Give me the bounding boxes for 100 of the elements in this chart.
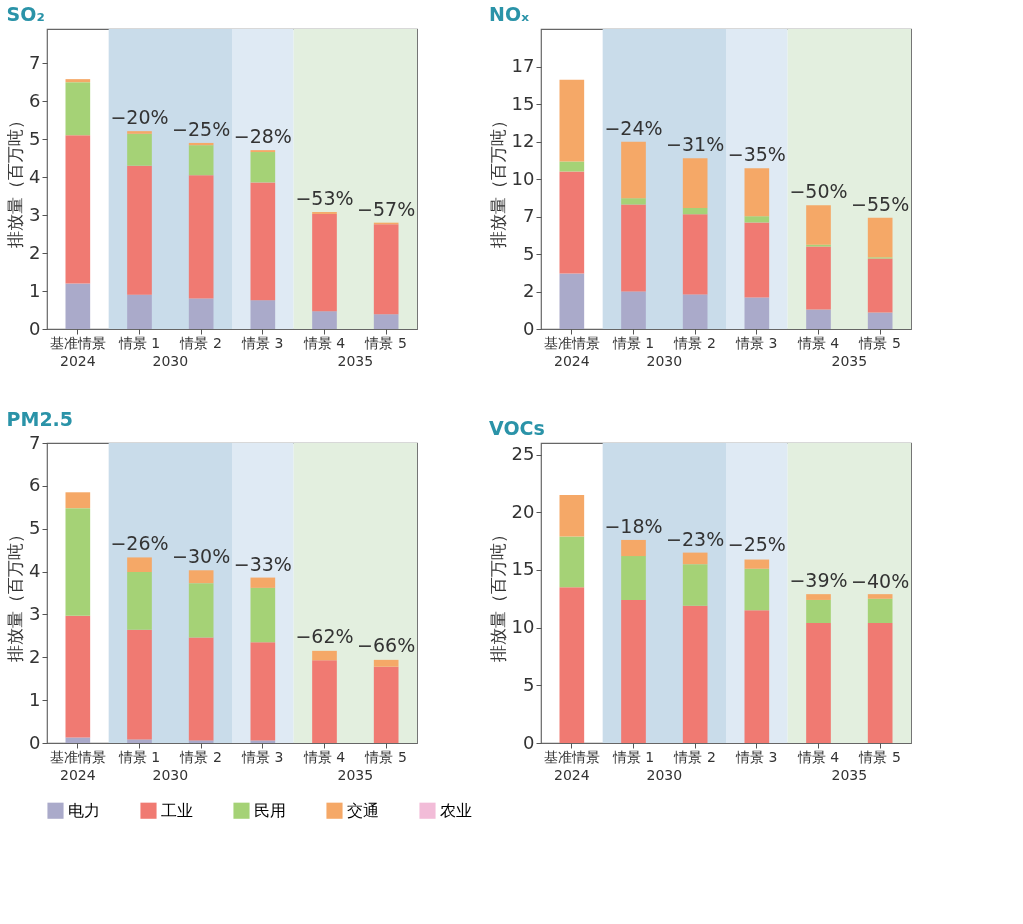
legend-label: 农业 bbox=[440, 800, 472, 820]
annotation: −50% bbox=[789, 179, 848, 202]
x-tick-label: 情景 3 bbox=[735, 334, 778, 351]
y-tick-label: 7 bbox=[523, 205, 535, 226]
bar bbox=[65, 283, 91, 329]
y-tick-label: 6 bbox=[29, 474, 41, 496]
bar bbox=[682, 605, 708, 743]
bar bbox=[127, 133, 152, 166]
annotation: −25% bbox=[727, 533, 786, 556]
text: 2030 bbox=[152, 353, 189, 369]
x-tick-label: 基准情景 bbox=[543, 748, 600, 765]
x-tick-label: 情景 1 bbox=[611, 334, 655, 351]
chart-title: SO₂ bbox=[6, 3, 45, 25]
bar bbox=[806, 599, 831, 623]
bar bbox=[559, 79, 585, 162]
bar bbox=[867, 598, 893, 623]
y-tick-label: 5 bbox=[523, 242, 535, 264]
y-axis-title: 排放量（百万吨） bbox=[487, 111, 508, 248]
bar bbox=[806, 246, 831, 310]
text: 2035 bbox=[831, 353, 868, 369]
bar bbox=[373, 659, 399, 667]
bar bbox=[312, 660, 337, 743]
bar bbox=[621, 599, 646, 743]
annotation: −24% bbox=[604, 116, 663, 139]
bar bbox=[127, 629, 152, 740]
bar bbox=[682, 564, 708, 606]
x-tick-label: 基准情景 bbox=[49, 748, 106, 765]
x-tick-label: 情景 4 bbox=[302, 748, 346, 765]
annotation: −40% bbox=[851, 570, 910, 593]
chart-title: NOₓ bbox=[489, 3, 530, 25]
y-tick-label: 0 bbox=[523, 731, 535, 753]
annotation: −26% bbox=[110, 532, 169, 555]
text: 2024 bbox=[554, 767, 590, 783]
bar bbox=[867, 623, 893, 743]
annotation: −53% bbox=[295, 187, 354, 210]
x-tick-label: 情景 5 bbox=[364, 334, 407, 351]
bar bbox=[744, 168, 770, 217]
bar bbox=[250, 152, 276, 183]
y-tick-label: 17 bbox=[511, 55, 535, 76]
y-tick-label: 3 bbox=[29, 602, 41, 624]
bar bbox=[682, 294, 708, 329]
bar bbox=[744, 216, 770, 223]
text: 2035 bbox=[337, 767, 374, 783]
x-tick-label: 情景 3 bbox=[241, 334, 284, 351]
bar bbox=[65, 615, 91, 738]
bar bbox=[188, 637, 214, 741]
bar bbox=[682, 214, 708, 295]
y-tick-label: 6 bbox=[29, 89, 41, 111]
y-tick-label: 15 bbox=[511, 92, 535, 114]
x-tick-label: 情景 2 bbox=[673, 334, 716, 351]
annotation: −35% bbox=[727, 143, 786, 166]
x-tick-label: 情景 3 bbox=[241, 748, 284, 765]
y-tick-label: 20 bbox=[511, 500, 535, 522]
annotation: −23% bbox=[666, 527, 725, 550]
bar bbox=[127, 131, 152, 134]
bar bbox=[250, 740, 276, 743]
bar bbox=[621, 556, 646, 600]
y-tick-label: 10 bbox=[511, 616, 535, 638]
x-tick-label: 情景 1 bbox=[611, 748, 655, 765]
bar bbox=[250, 300, 276, 329]
legend-label: 工业 bbox=[161, 800, 193, 820]
text: 2035 bbox=[831, 767, 868, 783]
bar bbox=[188, 175, 214, 299]
bar bbox=[867, 258, 893, 313]
bar bbox=[65, 508, 91, 616]
x-tick-label: 情景 1 bbox=[117, 748, 161, 765]
x-tick-label: 情景 5 bbox=[858, 334, 901, 351]
text: 2035 bbox=[337, 353, 374, 369]
bar bbox=[65, 135, 91, 284]
y-tick-label: 5 bbox=[29, 127, 41, 149]
y-tick-label: 2 bbox=[29, 241, 41, 263]
annotation: −20% bbox=[110, 106, 169, 129]
text: 2024 bbox=[60, 767, 96, 783]
y-tick-label: 5 bbox=[29, 517, 41, 539]
bar bbox=[806, 309, 831, 329]
x-tick-label: 情景 1 bbox=[117, 334, 161, 351]
y-axis-title: 排放量（百万吨） bbox=[5, 525, 26, 662]
bar bbox=[127, 557, 152, 572]
bar bbox=[682, 207, 708, 215]
y-tick-label: 3 bbox=[29, 203, 41, 225]
annotation: −31% bbox=[666, 133, 725, 156]
bar bbox=[188, 298, 214, 329]
bar bbox=[188, 145, 214, 176]
y-tick-label: 7 bbox=[29, 51, 41, 73]
x-tick-label: 情景 5 bbox=[858, 748, 901, 765]
legend-label: 民用 bbox=[254, 800, 286, 820]
x-tick-label: 基准情景 bbox=[49, 334, 106, 351]
annotation: −25% bbox=[172, 117, 231, 140]
bar bbox=[127, 165, 152, 295]
y-tick-label: 25 bbox=[511, 443, 535, 465]
bar bbox=[65, 79, 91, 83]
annotation: −62% bbox=[295, 625, 354, 647]
bar bbox=[65, 82, 91, 136]
bar bbox=[250, 642, 276, 741]
text: 2030 bbox=[646, 767, 683, 783]
text: 2030 bbox=[152, 767, 189, 783]
bar bbox=[250, 587, 276, 643]
y-tick-label: 5 bbox=[523, 673, 535, 695]
y-tick-label: 7 bbox=[29, 431, 41, 453]
bar bbox=[744, 297, 770, 329]
